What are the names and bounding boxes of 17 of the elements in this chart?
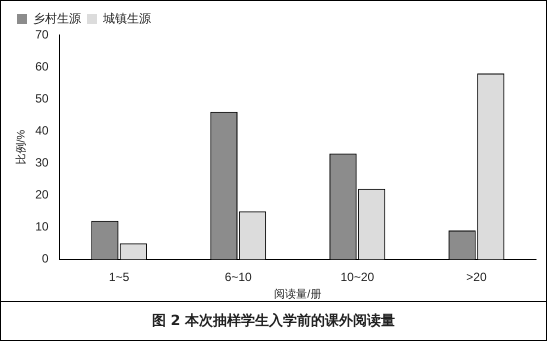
x-tick-label: 6~10 bbox=[224, 270, 252, 284]
legend-label: 乡村生源 bbox=[33, 11, 81, 26]
y-tick-label: 10 bbox=[35, 220, 49, 234]
y-tick-label: 40 bbox=[35, 123, 49, 138]
y-tick-label: 30 bbox=[35, 156, 49, 170]
y-tick-label: 50 bbox=[35, 91, 49, 106]
legend-label: 城镇生源 bbox=[102, 11, 151, 26]
y-axis-title: 比例/% bbox=[14, 130, 28, 165]
x-axis-title: 阅读量/册 bbox=[274, 287, 322, 300]
y-tick-label: 60 bbox=[35, 59, 49, 74]
y-tick-label: 20 bbox=[35, 188, 49, 202]
x-tick-label: >20 bbox=[466, 270, 487, 284]
caption: 图 2 本次抽样学生入学前的课外阅读量 bbox=[1, 301, 546, 341]
y-tick-label: 0 bbox=[42, 252, 49, 266]
x-tick-label: 10~20 bbox=[340, 270, 375, 284]
x-tick-label: 1~5 bbox=[108, 270, 130, 284]
y-tick-label: 70 bbox=[35, 27, 49, 42]
